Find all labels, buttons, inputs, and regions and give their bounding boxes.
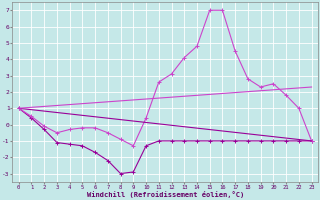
X-axis label: Windchill (Refroidissement éolien,°C): Windchill (Refroidissement éolien,°C) — [86, 191, 244, 198]
